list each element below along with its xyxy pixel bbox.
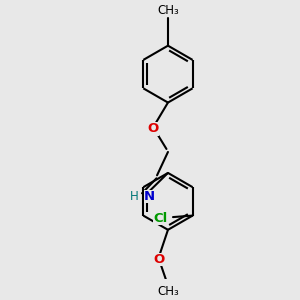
Text: H: H	[129, 190, 138, 203]
Text: Cl: Cl	[153, 212, 168, 225]
Text: CH₃: CH₃	[157, 285, 179, 298]
Text: O: O	[148, 122, 159, 135]
Text: N: N	[144, 190, 155, 203]
Text: O: O	[153, 253, 165, 266]
Text: CH₃: CH₃	[157, 4, 179, 17]
